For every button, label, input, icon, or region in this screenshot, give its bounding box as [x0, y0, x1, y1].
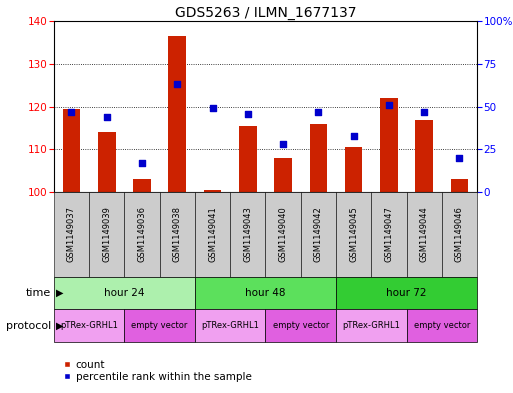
Point	[244, 110, 252, 117]
Text: GSM1149045: GSM1149045	[349, 207, 358, 262]
Bar	[160, 192, 195, 277]
Bar	[406, 192, 442, 277]
Text: hour 72: hour 72	[386, 288, 427, 298]
Text: hour 48: hour 48	[245, 288, 286, 298]
Point	[279, 141, 287, 147]
Bar	[416, 119, 433, 192]
Bar	[406, 309, 477, 342]
Text: GSM1149046: GSM1149046	[455, 206, 464, 263]
Text: ▶: ▶	[56, 321, 64, 331]
Bar	[309, 124, 327, 192]
Bar	[371, 192, 406, 277]
Point	[103, 114, 111, 120]
Point	[314, 109, 323, 115]
Point	[67, 109, 75, 115]
Bar	[450, 179, 468, 192]
Bar	[54, 309, 124, 342]
Bar	[54, 192, 89, 277]
Text: empty vector: empty vector	[131, 321, 188, 330]
Bar	[265, 309, 336, 342]
Bar	[168, 36, 186, 192]
Bar	[336, 277, 477, 309]
Bar	[133, 179, 151, 192]
Bar	[380, 98, 398, 192]
Text: empty vector: empty vector	[413, 321, 470, 330]
Title: GDS5263 / ILMN_1677137: GDS5263 / ILMN_1677137	[175, 6, 356, 20]
Text: pTRex-GRHL1: pTRex-GRHL1	[342, 321, 400, 330]
Text: GSM1149038: GSM1149038	[173, 206, 182, 263]
Text: ▶: ▶	[56, 288, 64, 298]
Text: protocol: protocol	[6, 321, 51, 331]
Text: pTRex-GRHL1: pTRex-GRHL1	[60, 321, 118, 330]
Bar	[54, 277, 195, 309]
Bar	[89, 192, 124, 277]
Bar	[204, 190, 222, 192]
Text: GSM1149036: GSM1149036	[137, 206, 147, 263]
Bar	[336, 309, 406, 342]
Text: empty vector: empty vector	[272, 321, 329, 330]
Bar	[336, 192, 371, 277]
Text: time: time	[26, 288, 51, 298]
Text: hour 24: hour 24	[104, 288, 145, 298]
Point	[456, 155, 464, 161]
Point	[385, 102, 393, 108]
Point	[138, 160, 146, 166]
Bar	[274, 158, 292, 192]
Point	[208, 105, 216, 112]
Bar	[345, 147, 363, 192]
Text: GSM1149042: GSM1149042	[314, 207, 323, 262]
Point	[349, 132, 358, 139]
Bar	[98, 132, 115, 192]
Bar	[195, 192, 230, 277]
Bar	[195, 309, 265, 342]
Text: GSM1149043: GSM1149043	[243, 206, 252, 263]
Text: GSM1149041: GSM1149041	[208, 207, 217, 262]
Point	[173, 81, 182, 88]
Point	[420, 109, 428, 115]
Bar	[124, 192, 160, 277]
Bar	[230, 192, 265, 277]
Bar	[63, 109, 81, 192]
Text: pTRex-GRHL1: pTRex-GRHL1	[201, 321, 259, 330]
Bar	[301, 192, 336, 277]
Text: GSM1149047: GSM1149047	[384, 206, 393, 263]
Legend: count, percentile rank within the sample: count, percentile rank within the sample	[59, 355, 256, 386]
Text: GSM1149039: GSM1149039	[102, 206, 111, 263]
Bar	[265, 192, 301, 277]
Bar	[195, 277, 336, 309]
Bar	[124, 309, 195, 342]
Bar	[442, 192, 477, 277]
Text: GSM1149040: GSM1149040	[279, 207, 288, 262]
Text: GSM1149037: GSM1149037	[67, 206, 76, 263]
Text: GSM1149044: GSM1149044	[420, 207, 429, 262]
Bar	[239, 126, 256, 192]
